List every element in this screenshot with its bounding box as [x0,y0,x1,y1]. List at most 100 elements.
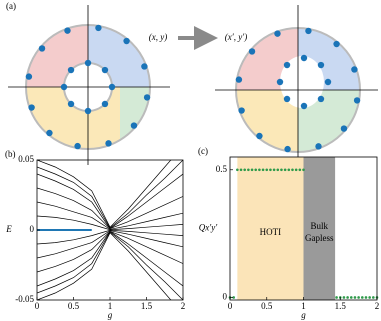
x-tick-label: 0 [35,301,40,311]
data-point [283,168,287,172]
site [64,27,71,34]
energy-level [37,187,183,230]
y-axis-label: E [5,224,12,234]
site [141,63,148,70]
data-point [232,296,235,299]
y-tick-label: 0 [223,292,228,302]
site [38,45,46,52]
data-point [265,168,269,172]
site [67,100,75,108]
lattice-left [25,24,151,150]
x-tick-label: 2 [181,301,186,311]
site [28,104,35,111]
site [324,78,332,86]
y-tick-label: -0.05 [15,294,34,304]
region-label: Bulk [311,221,329,231]
energy-level [37,173,183,230]
x-tick-label: 0.5 [261,301,273,311]
site [300,54,308,62]
data-point [361,296,364,299]
x-axis-label: g [108,310,113,320]
x-tick-label: 1 [301,301,306,311]
data-point [346,296,349,299]
site [351,66,358,73]
site [235,76,243,83]
site [84,59,92,67]
region-label: Gapless [305,233,334,243]
map-to: (x′, y′) [225,32,247,42]
x-tick-label: 0.5 [68,301,80,311]
x-axis-label: g [301,310,306,320]
site [283,61,291,69]
x-tick-label: 2 [375,301,380,311]
x-tick-label: 1 [108,301,113,311]
site [248,48,256,55]
site [25,73,33,80]
site [130,122,138,129]
data-point [335,296,338,299]
site [283,95,291,103]
data-point [298,168,302,172]
data-point [261,168,265,172]
data-point [250,168,254,172]
site [108,83,116,91]
site [315,143,322,150]
phase-region [303,157,336,300]
data-point [280,168,283,172]
site [317,61,325,69]
x-tick-label: 1.5 [141,301,153,311]
panel-label: (a) [6,1,16,11]
data-point [349,296,353,299]
data-point [294,168,298,172]
site [123,37,130,45]
data-point [239,168,243,172]
energy-level [37,229,183,245]
energy-level [37,230,183,287]
data-point [236,168,239,172]
site [95,24,102,32]
site [143,94,151,101]
energy-level [37,230,183,259]
data-point [247,168,250,172]
site [333,40,340,48]
data-point [276,168,280,172]
site [101,66,109,74]
energy-level [37,231,183,300]
y-axis-label: Qx′y′ [199,223,218,233]
site [276,78,284,86]
plot-lines [37,160,183,300]
data-point [372,296,375,299]
energy-level [37,230,183,273]
data-point [353,296,357,299]
site [238,107,245,114]
phase-region [237,157,304,300]
data-point [291,168,294,172]
data-point [357,296,360,299]
site [46,129,53,137]
data-point [272,168,276,172]
site [353,97,361,104]
data-point [258,168,261,172]
site [317,95,325,103]
data-point [342,296,346,299]
map-from: (x, y) [149,32,167,42]
data-point [368,296,371,299]
y-tick-label: 0 [30,224,35,234]
y-tick-label: 0.5 [216,164,228,174]
data-point [254,168,258,172]
site [256,132,263,140]
site [101,100,109,108]
panel-label: (c) [198,146,208,156]
panel-label: (b) [5,149,16,159]
energy-level [37,160,172,228]
y-tick-label: 0.05 [18,154,34,164]
site [105,140,112,147]
site [300,102,308,110]
data-point [269,168,272,172]
energy-level [37,201,183,230]
data-point [243,168,246,172]
data-point [287,168,291,172]
site [340,125,348,132]
site [274,30,281,37]
